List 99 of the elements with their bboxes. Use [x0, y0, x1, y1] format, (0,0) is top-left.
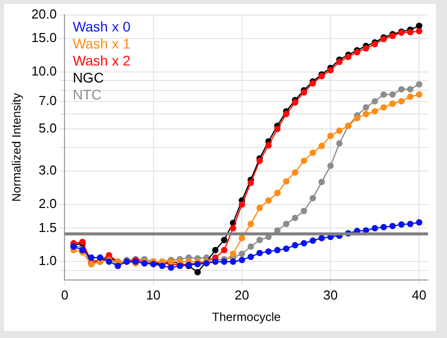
point [248, 254, 254, 260]
point [336, 140, 343, 147]
point [265, 248, 272, 255]
point [274, 190, 281, 196]
point [362, 45, 370, 52]
point [292, 169, 298, 176]
point [238, 234, 246, 242]
point [274, 246, 281, 254]
point [256, 236, 263, 244]
point [398, 98, 405, 104]
x-tick-label: 10 [146, 287, 161, 302]
point [88, 254, 94, 261]
x-tick-label: 30 [323, 287, 338, 302]
point [256, 204, 263, 212]
point [336, 127, 343, 134]
point [212, 246, 219, 254]
point [318, 142, 325, 150]
point [256, 250, 263, 256]
y-tick-label: 20.0 [31, 6, 57, 22]
y-tick-label: 5.0 [38, 120, 57, 136]
point [416, 28, 422, 34]
point [248, 220, 254, 228]
y-tick-label: 2.0 [38, 196, 57, 212]
text: Wash x 0 [72, 18, 131, 35]
point [416, 219, 422, 226]
point [221, 246, 228, 254]
point [336, 58, 343, 66]
point [407, 86, 414, 92]
point [248, 243, 254, 250]
point [230, 258, 236, 265]
point [238, 201, 246, 208]
point [389, 91, 396, 98]
point [362, 110, 370, 118]
point [96, 254, 104, 261]
point [416, 91, 422, 98]
point [318, 178, 325, 186]
point [79, 246, 86, 254]
point [292, 214, 298, 222]
text: NGC [72, 70, 104, 86]
point [300, 208, 308, 214]
x-axis-title: Thermocycle [212, 310, 282, 324]
point [194, 268, 201, 276]
point [327, 132, 334, 140]
point [372, 98, 378, 104]
y-tick-label: 3.0 [38, 162, 57, 178]
x-tick-label: 40 [412, 287, 426, 302]
point [283, 110, 290, 118]
x-tick-label: 0 [61, 287, 68, 302]
point [310, 237, 316, 244]
point [327, 162, 334, 169]
text: Wash x 1 [72, 36, 131, 52]
point [221, 236, 228, 244]
point [380, 104, 387, 111]
point [327, 67, 334, 74]
point [372, 108, 378, 114]
point [416, 81, 422, 88]
point [274, 126, 281, 132]
point [310, 150, 316, 156]
point [238, 256, 246, 264]
point [230, 250, 236, 257]
y-tick-label: 1.5 [38, 220, 57, 235]
point [283, 220, 290, 228]
point [398, 86, 405, 92]
point [265, 142, 272, 149]
point [292, 99, 298, 106]
y-tick-label: 15.0 [31, 30, 57, 46]
point [310, 194, 316, 202]
point [407, 94, 414, 100]
point [265, 197, 272, 204]
point [256, 158, 263, 164]
y-tick-label: 1.0 [38, 253, 57, 268]
point [380, 224, 387, 230]
point [283, 245, 290, 252]
point [407, 220, 414, 228]
y-tick-label: 7.0 [38, 92, 57, 108]
point [248, 180, 254, 186]
y-tick-label: 10.0 [31, 63, 57, 78]
point [389, 222, 396, 230]
point [230, 225, 236, 232]
point [416, 22, 422, 29]
point [300, 158, 308, 164]
text: NTC [72, 86, 102, 103]
point [318, 234, 325, 242]
point [292, 242, 298, 248]
point [389, 100, 396, 107]
point [372, 225, 378, 232]
text: Wash x 2 [72, 52, 131, 69]
point [398, 221, 405, 228]
point [168, 264, 174, 271]
point [300, 89, 308, 96]
point [362, 104, 370, 111]
point [300, 240, 308, 246]
point [238, 250, 246, 257]
point [407, 28, 414, 36]
x-tick-label: 20 [234, 287, 250, 302]
y-axis-title: Normalized Intensity [10, 93, 24, 202]
point [354, 115, 360, 122]
point [380, 91, 387, 98]
point [283, 178, 290, 185]
